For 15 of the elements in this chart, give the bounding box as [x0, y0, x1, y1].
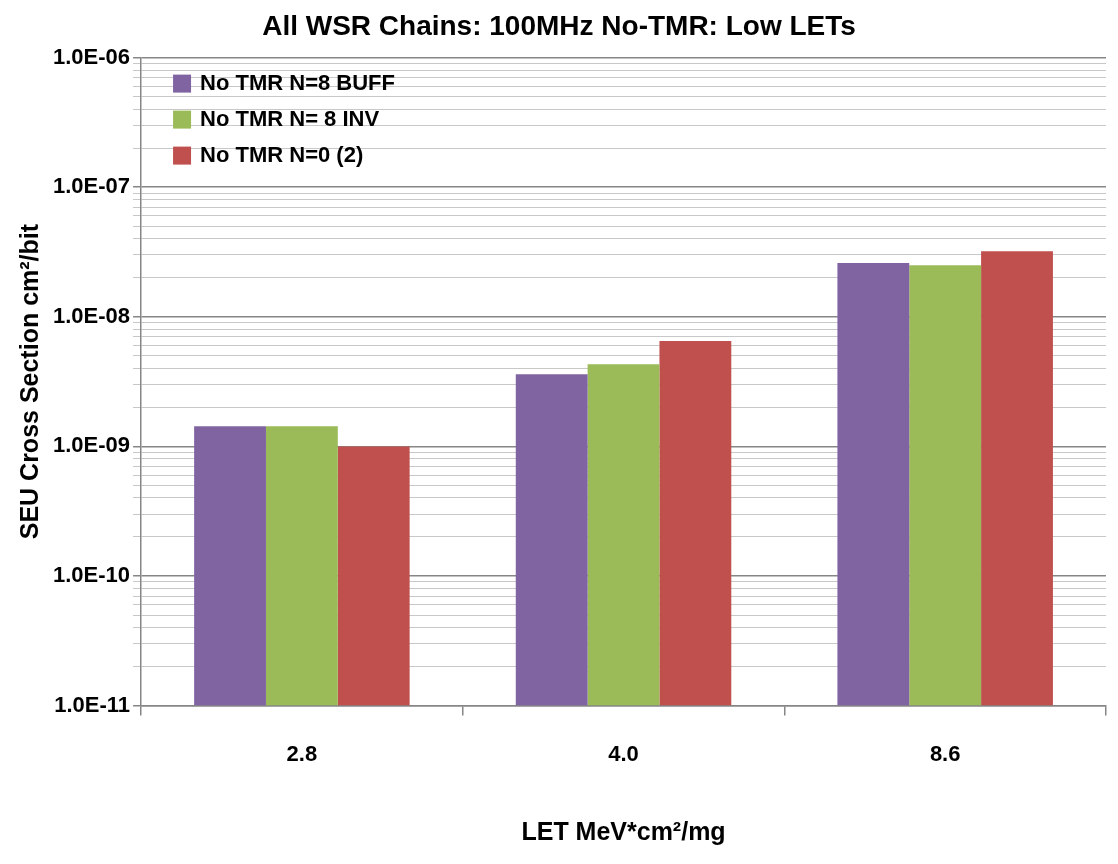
- y-tick-label: 1.0E-09: [52, 432, 131, 458]
- y-tick-label: 1.0E-07: [52, 173, 131, 199]
- x-tick-label: 2.8: [286, 740, 318, 766]
- y-tick-label: 1.0E-10: [52, 562, 131, 588]
- y-tick-label: 1.0E-06: [52, 43, 131, 69]
- y-tick-label: 1.0E-08: [52, 302, 131, 328]
- x-axis-title: LET MeV*cm²/mg: [521, 816, 726, 845]
- y-axis-title: SEU Cross Section cm²/bit: [14, 223, 43, 540]
- x-tick-label: 8.6: [929, 740, 961, 766]
- legend-label: No TMR N=0 (2): [200, 141, 364, 167]
- x-tick-label: 4.0: [608, 740, 639, 766]
- y-tick-label: 1.0E-11: [54, 691, 131, 717]
- chart-title: All WSR Chains: 100MHz No-TMR: Low LETs: [262, 9, 856, 41]
- legend-label: No TMR N=8 BUFF: [200, 69, 396, 95]
- legend-label: No TMR N= 8 INV: [200, 105, 380, 131]
